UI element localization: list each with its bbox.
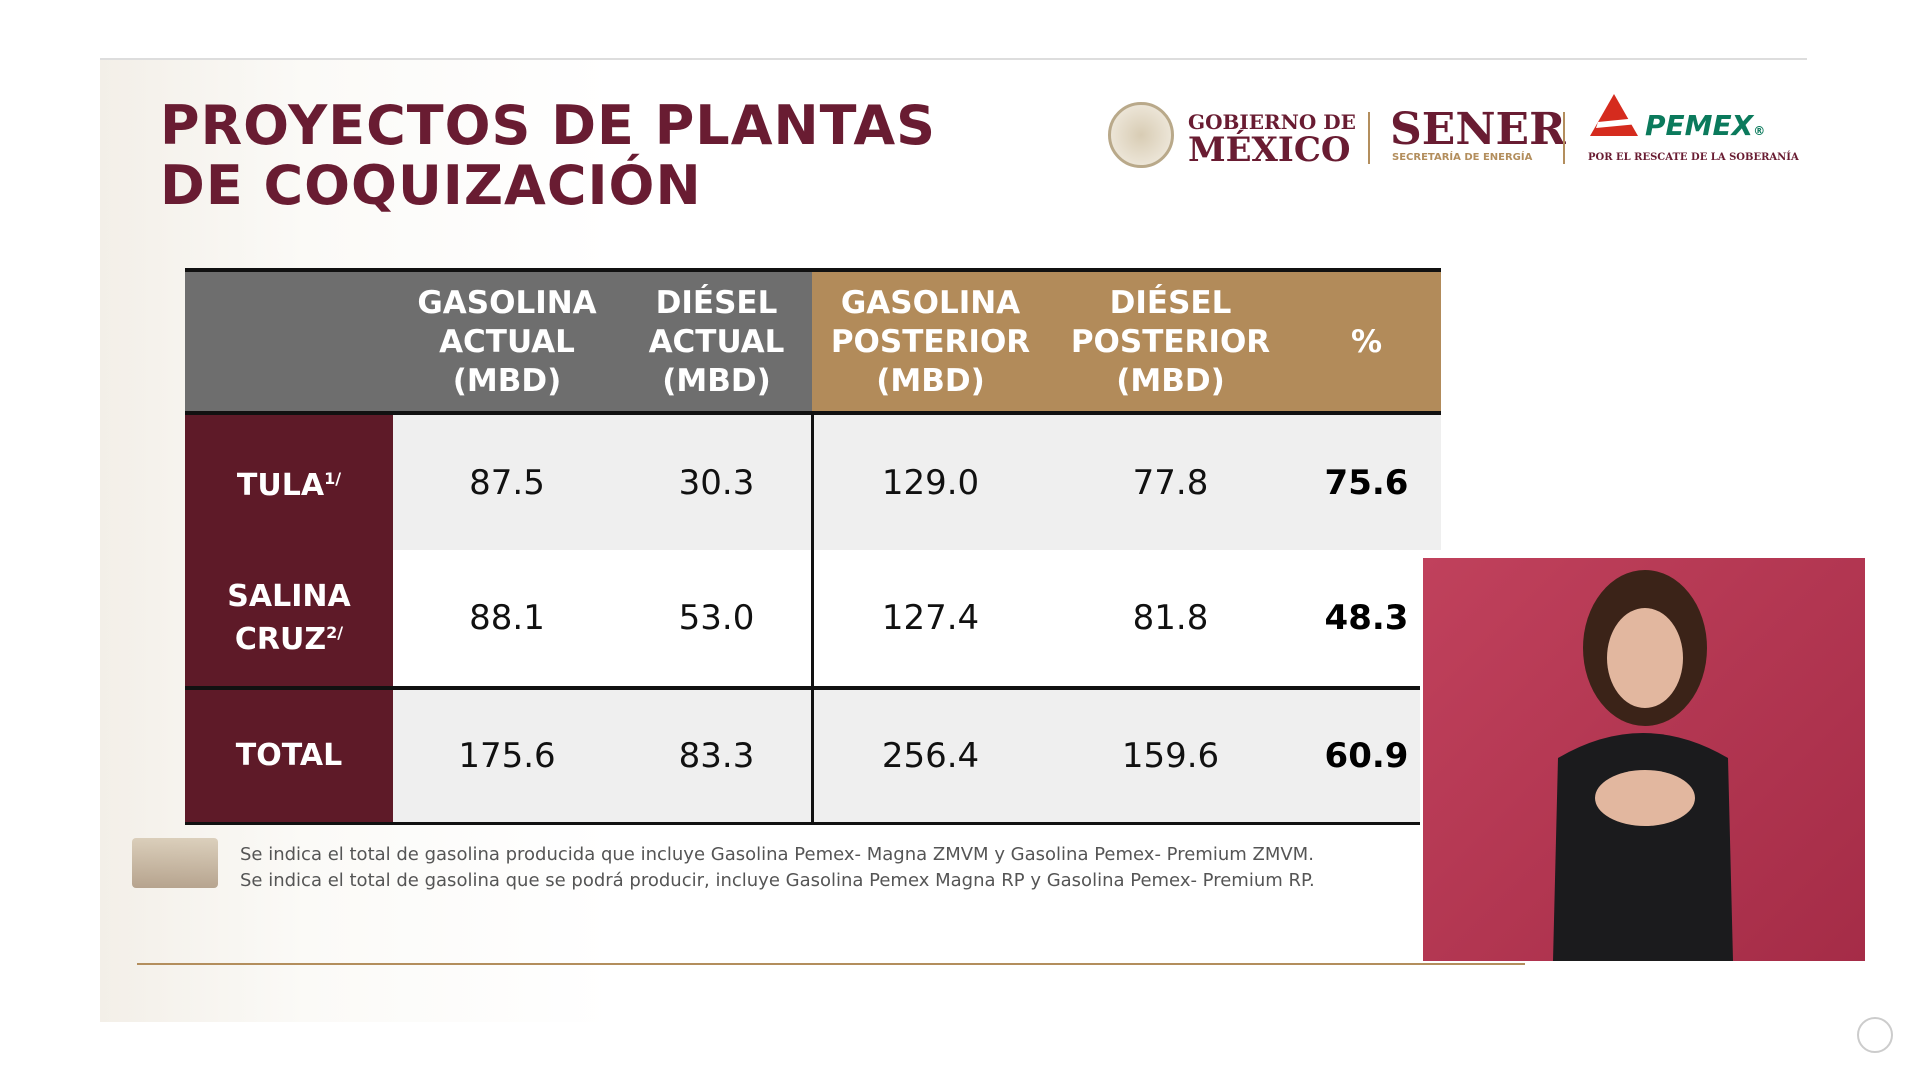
footnote-ref: 1/ bbox=[324, 469, 342, 488]
header-line: DIÉSEL bbox=[1109, 285, 1232, 321]
percent-cell: 60.9 bbox=[1324, 735, 1409, 776]
row-bg bbox=[393, 689, 1420, 822]
row-bg bbox=[393, 415, 1441, 550]
pemex-tagline: POR EL RESCATE DE LA SOBERANÍA bbox=[1588, 152, 1799, 163]
value-cell: 30.3 bbox=[678, 462, 755, 503]
pemex-name: PEMEX bbox=[1645, 109, 1754, 142]
row-label-bg bbox=[185, 689, 393, 822]
header-line: (MBD) bbox=[876, 363, 985, 399]
row-label-bg bbox=[185, 415, 393, 550]
header-bg bbox=[812, 272, 1441, 413]
pemex-flame bbox=[1590, 94, 1638, 136]
gov-logo-text: MÉXICO bbox=[1188, 130, 1351, 170]
value-cell: 129.0 bbox=[881, 462, 980, 503]
value-cell: 53.0 bbox=[678, 598, 755, 638]
label-line: TULA1/ bbox=[237, 461, 341, 504]
value-cell: 127.4 bbox=[881, 598, 980, 638]
title-line: PROYECTOS DE PLANTAS bbox=[160, 94, 936, 157]
column-header: GASOLINA POSTERIOR (MBD) bbox=[812, 272, 1049, 413]
footnote: Se indica el total de gasolina producida… bbox=[240, 844, 1314, 865]
pemex-logo: PEMEX® bbox=[1645, 109, 1765, 142]
value-cell: 77.8 bbox=[1132, 462, 1209, 503]
header-line: GASOLINA bbox=[840, 285, 1021, 321]
total-rule bbox=[185, 686, 1420, 690]
label-text: SALINA bbox=[227, 578, 351, 614]
footnote: Se indica el total de gasolina que se po… bbox=[240, 870, 1315, 891]
label-line: SALINA bbox=[227, 579, 350, 615]
separator bbox=[1368, 112, 1370, 164]
footnote-ref: 2/ bbox=[326, 622, 344, 642]
label-text: CRUZ bbox=[234, 621, 327, 657]
row-label: SALINA CRUZ2/ bbox=[185, 550, 393, 686]
gov-logo-text: GOBIERNO DE bbox=[1188, 110, 1356, 134]
table-top-rule bbox=[185, 268, 1441, 272]
column-header: DIÉSEL ACTUAL (MBD) bbox=[621, 272, 812, 413]
header-line: ACTUAL bbox=[439, 324, 575, 360]
top-rule bbox=[100, 58, 1807, 60]
header-line: ACTUAL bbox=[648, 324, 785, 360]
face bbox=[1607, 608, 1683, 708]
value-cell: 159.6 bbox=[1121, 735, 1220, 776]
percent-cell: 75.6 bbox=[1324, 462, 1409, 503]
value-cell: 88.1 bbox=[469, 598, 545, 638]
hands bbox=[1595, 770, 1695, 826]
row-bg bbox=[393, 550, 1420, 686]
column-header: % bbox=[1292, 272, 1441, 413]
percent-cell: 48.3 bbox=[1324, 598, 1409, 638]
label-line: CRUZ2/ bbox=[235, 615, 343, 658]
flame-shape bbox=[1590, 94, 1638, 136]
sener-logo: SENER bbox=[1390, 104, 1566, 155]
table-bottom-rule bbox=[185, 822, 1420, 825]
column-divider bbox=[811, 413, 814, 822]
row-label: TOTAL bbox=[185, 689, 393, 822]
header-line: (MBD) bbox=[1116, 363, 1225, 399]
header-line: DIÉSEL bbox=[655, 285, 778, 321]
label-text: TOTAL bbox=[235, 737, 343, 773]
header-line: GASOLINA bbox=[417, 285, 597, 321]
interpreter-video bbox=[1423, 558, 1865, 961]
separator bbox=[1563, 112, 1565, 164]
column-header: GASOLINA ACTUAL (MBD) bbox=[393, 272, 621, 413]
interpreter-figure bbox=[1553, 570, 1733, 961]
value-cell: 87.5 bbox=[469, 462, 545, 503]
header-line: (MBD) bbox=[662, 363, 771, 399]
header-line: % bbox=[1350, 324, 1383, 360]
body bbox=[1553, 733, 1733, 961]
bottom-rule bbox=[137, 963, 1525, 965]
sener-subtitle: SECRETARÍA DE ENERGÍA bbox=[1392, 152, 1533, 163]
flame-stripe bbox=[1596, 118, 1638, 128]
row-label: TULA1/ bbox=[185, 415, 393, 550]
value-cell: 81.8 bbox=[1132, 598, 1209, 638]
value-cell: 83.3 bbox=[678, 735, 755, 776]
title-line: DE COQUIZACIÓN bbox=[160, 154, 702, 217]
heroes-icon bbox=[132, 838, 218, 888]
header-line: POSTERIOR bbox=[1070, 324, 1271, 360]
pemex-mark: ® bbox=[1753, 124, 1766, 138]
value-cell: 256.4 bbox=[881, 735, 980, 776]
header-line: POSTERIOR bbox=[830, 324, 1031, 360]
seal-icon bbox=[1108, 102, 1174, 168]
value-cell: 175.6 bbox=[458, 735, 556, 776]
column-header: DIÉSEL POSTERIOR (MBD) bbox=[1049, 272, 1292, 413]
row-label-bg bbox=[185, 550, 393, 686]
label-text: TULA bbox=[236, 468, 325, 503]
label-line: TOTAL bbox=[236, 738, 342, 774]
header-line: (MBD) bbox=[452, 363, 562, 399]
header-bg bbox=[185, 272, 812, 413]
corner-logo bbox=[1857, 1017, 1893, 1053]
